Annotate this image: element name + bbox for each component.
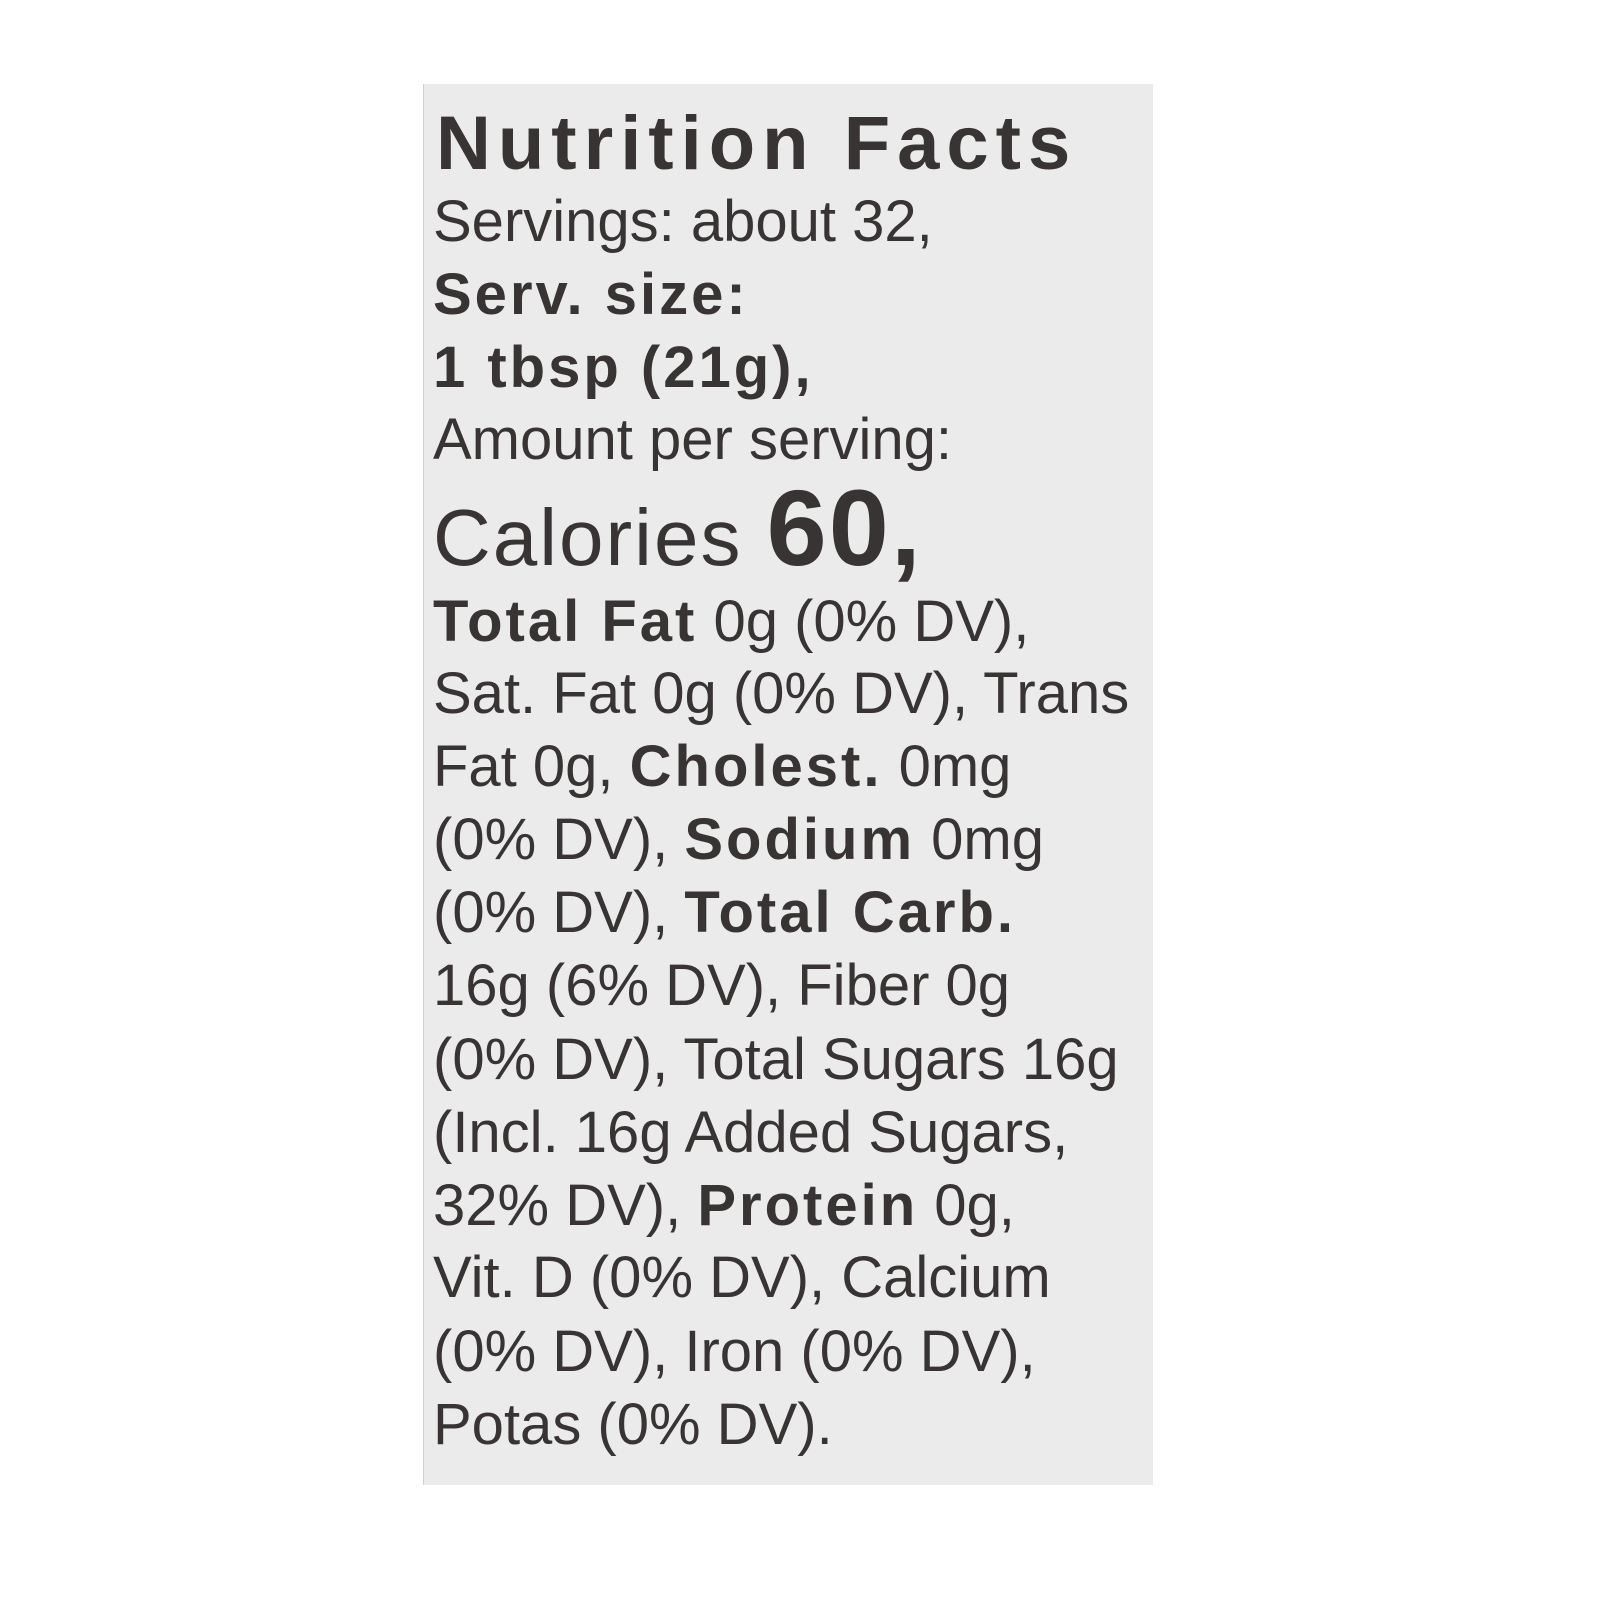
nutrient-value: (0% DV), Iron (0% DV), [433, 1319, 1036, 1384]
nutrition-line: (Incl. 16g Added Sugars, [433, 1104, 1068, 1162]
label-title: Nutrition Facts [436, 101, 1078, 186]
nutrition-line: 1 tbsp (21g), [433, 339, 814, 397]
nutrient-name: 60, [766, 467, 923, 588]
nutrition-line: Sat. Fat 0g (0% DV), Trans [433, 665, 1129, 723]
nutrient-name: 1 tbsp (21g), [433, 335, 814, 400]
nutrition-line: Potas (0% DV). [433, 1396, 833, 1454]
nutrient-name: Sodium [684, 807, 916, 872]
nutrient-value: 32% DV), [433, 1173, 698, 1238]
nutrient-value: (0% DV), [433, 880, 685, 945]
nutrition-line: (0% DV), Total Carb. [433, 884, 1016, 942]
nutrition-line: Total Fat 0g (0% DV), [433, 593, 1029, 651]
nutrient-value: 0g, [918, 1173, 1015, 1238]
nutrition-line: (0% DV), Sodium 0mg [433, 811, 1044, 869]
nutrient-value: 0g (0% DV), [697, 589, 1030, 654]
nutrient-value: 0mg [882, 734, 1012, 799]
nutrient-value: Calories [433, 493, 767, 582]
nutrition-line: Vit. D (0% DV), Calcium [433, 1249, 1051, 1307]
nutrient-value: Servings: about 32, [433, 189, 933, 254]
nutrient-value: Potas (0% DV). [433, 1392, 833, 1457]
nutrition-line: 32% DV), Protein 0g, [433, 1177, 1015, 1235]
nutrient-name: Protein [697, 1173, 919, 1238]
nutrition-label-panel [423, 84, 1153, 1485]
nutrient-name: Cholest. [629, 734, 883, 799]
nutrient-value: Fat 0g, [433, 734, 630, 799]
nutrition-line: 16g (6% DV), Fiber 0g [433, 957, 1010, 1015]
nutrient-name: Serv. size: [433, 262, 749, 327]
nutrient-value: 0mg [915, 807, 1044, 872]
nutrition-line: Servings: about 32, [433, 193, 933, 251]
nutrition-line: Serv. size: [433, 266, 749, 324]
nutrient-value: 16g (6% DV), Fiber 0g [433, 953, 1011, 1018]
nutrient-value: Sat. Fat 0g (0% DV), Trans [433, 661, 1130, 726]
nutrition-line: (0% DV), Total Sugars 16g [433, 1031, 1119, 1089]
nutrient-value: Amount per serving: [433, 407, 953, 472]
nutrient-value: (Incl. 16g Added Sugars, [433, 1100, 1069, 1165]
nutrient-value: (0% DV), Total Sugars 16g [433, 1027, 1119, 1092]
nutrition-line: Calories 60, [433, 474, 923, 582]
nutrient-value: (0% DV), [433, 807, 685, 872]
nutrition-line: Fat 0g, Cholest. 0mg [433, 738, 1011, 796]
nutrition-line: (0% DV), Iron (0% DV), [433, 1323, 1036, 1381]
nutrient-value: Vit. D (0% DV), Calcium [433, 1245, 1051, 1310]
nutrient-name: Total Fat [433, 589, 698, 654]
nutrition-line: Amount per serving: [433, 411, 952, 469]
nutrient-name: Total Carb. [684, 880, 1016, 945]
